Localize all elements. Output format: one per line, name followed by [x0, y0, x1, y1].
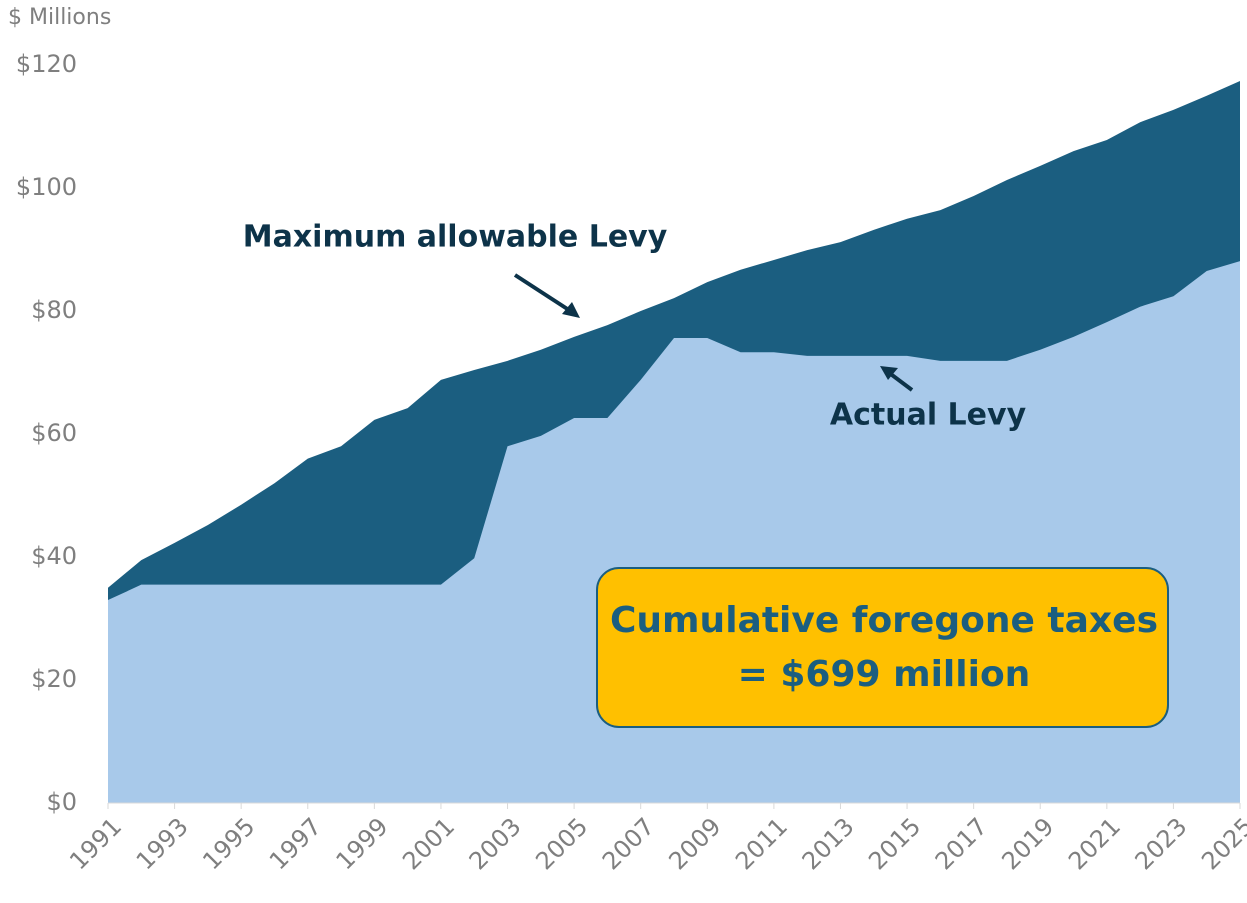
arrow [513, 273, 574, 314]
y-tick-label: $20 [31, 665, 77, 693]
x-tick-label: 2015 [863, 812, 926, 875]
callout-box [596, 567, 1169, 728]
x-tick-label: 2007 [597, 812, 660, 875]
x-tick-label: 2023 [1130, 812, 1193, 875]
y-axis-label: $ Millions [8, 5, 111, 30]
x-tick-label: 1995 [197, 812, 260, 875]
y-tick-label: $60 [31, 419, 77, 447]
x-tick-label: 1997 [264, 812, 327, 875]
x-tick-label: 2001 [397, 812, 460, 875]
callout-text: Cumulative foregone taxes [610, 600, 1158, 641]
x-tick-label: 2013 [797, 812, 860, 875]
x-tick-label: 2003 [464, 812, 527, 875]
x-tick-label: 1991 [64, 812, 127, 875]
x-tick-label: 2017 [930, 812, 993, 875]
y-tick-label: $80 [31, 296, 77, 324]
x-tick-label: 2009 [663, 812, 726, 875]
x-tick-label: 2005 [530, 812, 593, 875]
y-tick-label: $100 [16, 173, 77, 201]
callout-text: = $699 million [738, 654, 1031, 695]
x-tick-label: 1999 [331, 812, 394, 875]
x-tick-label: 2019 [996, 812, 1059, 875]
x-tick-label: 2011 [730, 812, 793, 875]
y-tick-label: $120 [16, 50, 77, 78]
arrowhead [562, 302, 580, 318]
x-tick-label: 1993 [131, 812, 194, 875]
y-tick-label: $0 [46, 788, 77, 816]
x-tick-label: 2021 [1063, 812, 1126, 875]
x-tick-label: 2025 [1196, 812, 1247, 875]
arrowhead [880, 366, 898, 380]
y-tick-label: $40 [31, 542, 77, 570]
series-label: Actual Levy [830, 398, 1027, 433]
series-label: Maximum allowable Levy [243, 220, 668, 255]
